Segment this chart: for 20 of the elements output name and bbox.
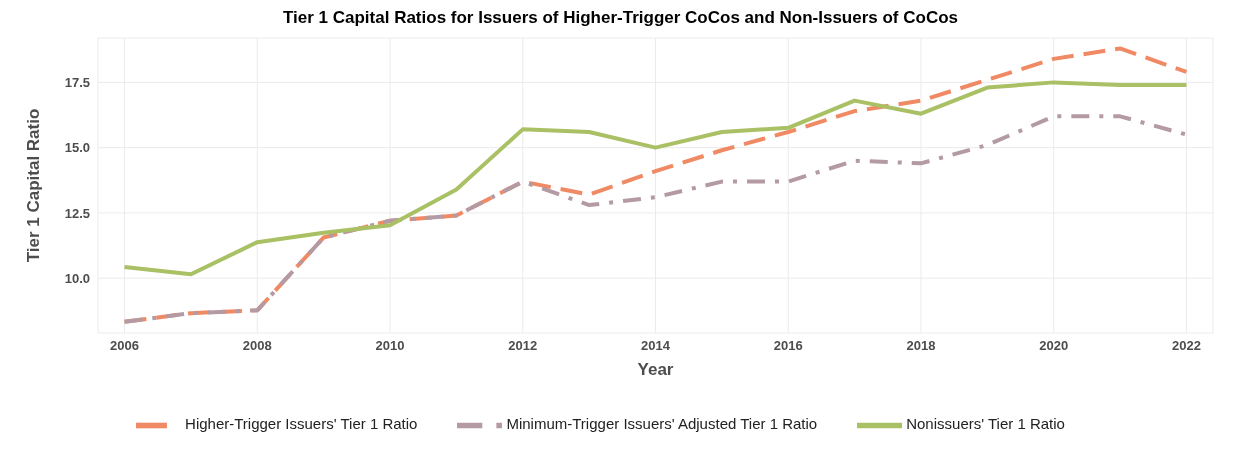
legend-label: Nonissuers' Tier 1 Ratio	[906, 415, 1065, 433]
x-tick-label: 2010	[375, 338, 405, 354]
y-axis-title: Tier 1 Capital Ratio	[24, 108, 44, 263]
x-tick-label: 2020	[1039, 338, 1069, 354]
legend-label: Higher-Trigger Issuers' Tier 1 Ratio	[185, 415, 418, 433]
x-axis-title: Year	[637, 360, 674, 379]
x-tick-label: 2006	[110, 338, 140, 354]
chart-title: Tier 1 Capital Ratios for Issuers of Higher-Trigger CoCos and Non-Issuers of CoCos	[281, 8, 960, 28]
legend-label: Minimum-Trigger Issuers' Adjusted Tier 1 Ratio	[506, 415, 818, 433]
x-tick-label: 2008	[242, 338, 272, 354]
x-tick-label: 2018	[906, 338, 936, 354]
y-tick-label: 15.0	[64, 140, 90, 156]
y-tick-label: 12.5	[64, 205, 90, 221]
x-tick-label: 2014	[641, 338, 671, 354]
line-series	[122, 80, 1189, 277]
x-tick-label: 2016	[773, 338, 803, 354]
y-tick-label: 17.5	[64, 75, 90, 90]
x-tick-label: 2022	[1171, 338, 1201, 354]
x-tick-label: 2012	[508, 338, 538, 354]
y-tick-label: 10.0	[64, 270, 90, 286]
